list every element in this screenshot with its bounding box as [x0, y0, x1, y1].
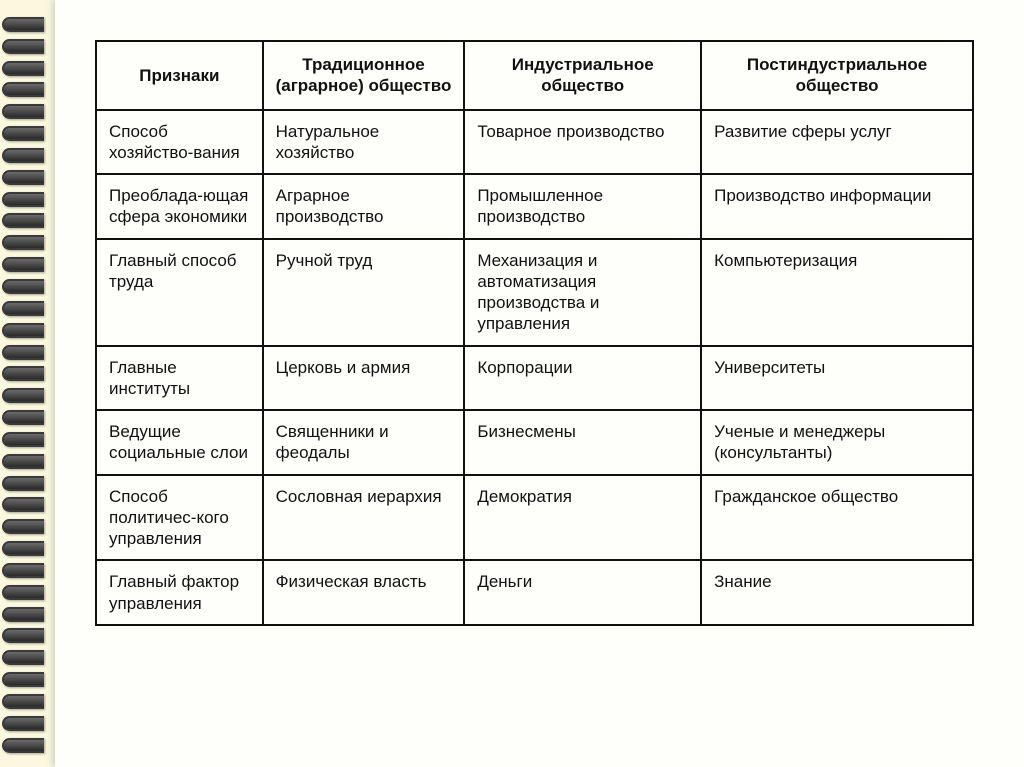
spiral-ring — [0, 125, 50, 139]
spiral-ring — [0, 234, 50, 248]
spiral-ring — [0, 518, 50, 532]
spiral-ring — [0, 431, 50, 445]
table-cell: Деньги — [464, 560, 701, 625]
table-cell: Сословная иерархия — [263, 475, 465, 561]
col-header: Постиндустриальное общество — [701, 41, 973, 110]
table-cell: Знание — [701, 560, 973, 625]
spiral-ring — [0, 147, 50, 161]
table-body: Способ хозяйство-ванияНатуральное хозяйс… — [96, 110, 973, 625]
table-cell: Способ хозяйство-вания — [96, 110, 263, 175]
table-cell: Промышленное производство — [464, 174, 701, 239]
table-cell: Ручной труд — [263, 239, 465, 346]
spiral-ring — [0, 671, 50, 685]
table-cell: Главный способ труда — [96, 239, 263, 346]
spiral-ring — [0, 475, 50, 489]
spiral-ring — [0, 278, 50, 292]
society-types-table: Признаки Традиционное (аграрное) обществ… — [95, 40, 974, 626]
table-cell: Университеты — [701, 346, 973, 411]
spiral-ring — [0, 693, 50, 707]
spiral-ring — [0, 169, 50, 183]
spiral-ring — [0, 103, 50, 117]
spiral-ring — [0, 191, 50, 205]
table-row: Способ хозяйство-ванияНатуральное хозяйс… — [96, 110, 973, 175]
table-cell: Гражданское общество — [701, 475, 973, 561]
table-cell: Главные институты — [96, 346, 263, 411]
notebook-page: Признаки Традиционное (аграрное) обществ… — [55, 0, 1024, 767]
spiral-ring — [0, 81, 50, 95]
spiral-ring — [0, 584, 50, 598]
table-cell: Товарное производство — [464, 110, 701, 175]
table-cell: Аграрное производство — [263, 174, 465, 239]
spiral-ring — [0, 344, 50, 358]
table-cell: Компьютеризация — [701, 239, 973, 346]
table-cell: Церковь и армия — [263, 346, 465, 411]
spiral-ring — [0, 322, 50, 336]
table-cell: Физическая власть — [263, 560, 465, 625]
table-cell: Ученые и менеджеры (консультанты) — [701, 410, 973, 475]
spiral-ring — [0, 60, 50, 74]
spiral-ring — [0, 606, 50, 620]
col-header: Традиционное (аграрное) общество — [263, 41, 465, 110]
table-cell: Главный фактор управления — [96, 560, 263, 625]
spiral-ring — [0, 212, 50, 226]
spiral-ring — [0, 562, 50, 576]
table-cell: Ведущие социальные слои — [96, 410, 263, 475]
col-header: Индустриальное общество — [464, 41, 701, 110]
spiral-binding — [0, 0, 55, 767]
table-row: Преоблада-ющая сфера экономикиАграрное п… — [96, 174, 973, 239]
spiral-ring — [0, 496, 50, 510]
spiral-ring — [0, 649, 50, 663]
table-cell: Преоблада-ющая сфера экономики — [96, 174, 263, 239]
spiral-ring — [0, 627, 50, 641]
col-header: Признаки — [96, 41, 263, 110]
spiral-ring — [0, 300, 50, 314]
table-cell: Механизация и автоматизация производства… — [464, 239, 701, 346]
spiral-ring — [0, 715, 50, 729]
table-cell: Корпорации — [464, 346, 701, 411]
table-row: Ведущие социальные слоиСвященники и феод… — [96, 410, 973, 475]
table-row: Главный фактор управленияФизическая влас… — [96, 560, 973, 625]
table-row: Способ политичес-кого управленияСословна… — [96, 475, 973, 561]
spiral-ring — [0, 38, 50, 52]
table-cell: Развитие сферы услуг — [701, 110, 973, 175]
spiral-ring — [0, 737, 50, 751]
table-cell: Демократия — [464, 475, 701, 561]
spiral-ring — [0, 16, 50, 30]
table-cell: Натуральное хозяйство — [263, 110, 465, 175]
table-cell: Бизнесмены — [464, 410, 701, 475]
spiral-ring — [0, 387, 50, 401]
spiral-ring — [0, 256, 50, 270]
spiral-ring — [0, 365, 50, 379]
table-row: Главные институтыЦерковь и армияКорпорац… — [96, 346, 973, 411]
table-cell: Способ политичес-кого управления — [96, 475, 263, 561]
spiral-ring — [0, 409, 50, 423]
table-row: Главный способ трудаРучной трудМеханизац… — [96, 239, 973, 346]
table-header-row: Признаки Традиционное (аграрное) обществ… — [96, 41, 973, 110]
table-cell: Производство информации — [701, 174, 973, 239]
spiral-ring — [0, 453, 50, 467]
spiral-ring — [0, 540, 50, 554]
table-cell: Священники и феодалы — [263, 410, 465, 475]
